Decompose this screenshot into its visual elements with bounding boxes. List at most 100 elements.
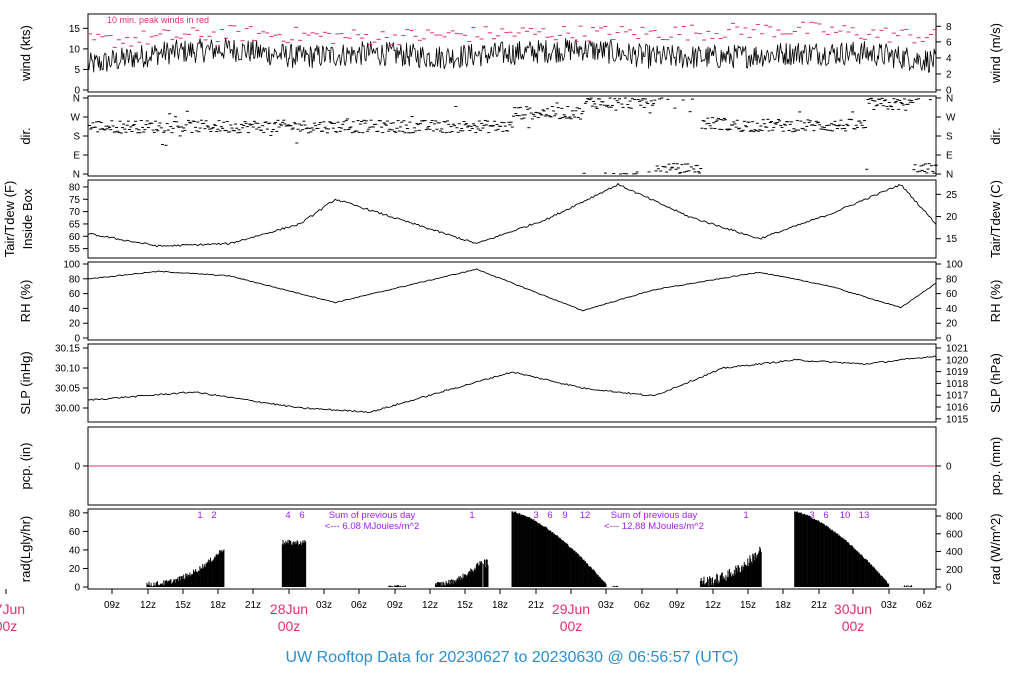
left-tick-label: N bbox=[73, 94, 80, 105]
left-tick-label: 0 bbox=[74, 462, 80, 473]
right-axis-title: RH (%) bbox=[988, 280, 1003, 323]
time-tick-label: 15z bbox=[457, 600, 473, 611]
date-label-bottom: 00z bbox=[560, 618, 583, 634]
right-tick-label: 40 bbox=[946, 304, 958, 315]
right-tick-label: 15 bbox=[946, 234, 958, 245]
peak-winds-note: 10 min. peak winds in red bbox=[107, 15, 209, 25]
time-tick-label: 06z bbox=[351, 600, 367, 611]
left-tick-label: 60 bbox=[69, 289, 81, 300]
left-tick-label: 30.00 bbox=[55, 404, 80, 415]
left-tick-label: 30.15 bbox=[55, 344, 80, 355]
time-tick-label: 06z bbox=[634, 600, 650, 611]
right-axis-title: SLP (hPa) bbox=[988, 353, 1003, 413]
right-tick-label: 25 bbox=[946, 190, 958, 201]
panel-frame-rh bbox=[87, 261, 937, 341]
time-tick-label: 03z bbox=[598, 600, 614, 611]
left-axis-title-1: Tair/Tdew (F) bbox=[2, 181, 17, 258]
time-tick-label: 12z bbox=[422, 600, 438, 611]
right-tick-label: 8 bbox=[946, 22, 952, 33]
right-tick-label: 1019 bbox=[946, 367, 969, 378]
rad-hour-mark: 3 bbox=[809, 510, 814, 521]
right-tick-label: 200 bbox=[946, 565, 963, 576]
right-tick-label: N bbox=[946, 94, 953, 105]
left-tick-label: 70 bbox=[69, 207, 81, 218]
left-axis-title: pcp. (in) bbox=[18, 443, 33, 490]
time-tick-label: 18z bbox=[210, 600, 226, 611]
left-axis-title: dir. bbox=[18, 127, 33, 144]
date-label-top: 29Jun bbox=[552, 601, 590, 617]
time-tick-label: 15z bbox=[175, 600, 191, 611]
rh-series-line bbox=[87, 268, 937, 312]
date-label-top: 28Jun bbox=[270, 601, 308, 617]
rad-hour-mark: 10 bbox=[840, 510, 851, 521]
chart-title: UW Rooftop Data for 20230627 to 20230630… bbox=[285, 649, 739, 666]
left-tick-label: 10 bbox=[69, 44, 81, 55]
date-label-bottom: 00z bbox=[842, 618, 865, 634]
right-tick-label: 1017 bbox=[946, 391, 969, 402]
time-tick-label: 18z bbox=[775, 600, 791, 611]
left-tick-label: W bbox=[71, 113, 81, 124]
left-tick-label: 65 bbox=[69, 219, 81, 230]
left-tick-label: 80 bbox=[69, 182, 81, 193]
time-tick-label: 18z bbox=[492, 600, 508, 611]
left-axis-title: rad(Lgly/hr) bbox=[18, 516, 33, 582]
right-tick-label: 800 bbox=[946, 512, 963, 523]
tair-series-line bbox=[87, 182, 937, 248]
left-tick-label: 5 bbox=[74, 65, 80, 76]
right-tick-label: 1015 bbox=[946, 414, 969, 425]
rad-note-1-line2: <--- 6.08 MJoules/m^2 bbox=[325, 521, 419, 532]
rad-hour-mark: 9 bbox=[562, 510, 567, 521]
time-tick-label: 09z bbox=[104, 600, 120, 611]
left-tick-label: 75 bbox=[69, 195, 81, 206]
time-tick-label: 21z bbox=[811, 600, 827, 611]
left-axis-title: SLP (inHg) bbox=[18, 351, 33, 414]
panel-frame-slp bbox=[87, 343, 937, 423]
right-tick-label: 100 bbox=[946, 260, 963, 271]
rad-hour-mark: 3 bbox=[533, 510, 538, 521]
rad-note-2-line1: Sum of previous day bbox=[611, 510, 698, 521]
left-tick-label: N bbox=[73, 170, 80, 181]
right-tick-label: 1016 bbox=[946, 403, 969, 414]
rad-hour-mark: 6 bbox=[823, 510, 828, 521]
left-tick-label: 55 bbox=[69, 244, 81, 255]
right-tick-label: S bbox=[946, 132, 953, 143]
rad-note-1-line1: Sum of previous day bbox=[329, 510, 416, 521]
date-label-top: 27Jun bbox=[0, 601, 25, 617]
left-axis-title: RH (%) bbox=[18, 280, 33, 323]
right-axis-title: dir. bbox=[988, 127, 1003, 144]
right-tick-label: 6 bbox=[946, 37, 952, 48]
rad-hour-mark: 6 bbox=[299, 510, 304, 521]
right-tick-label: N bbox=[946, 170, 953, 181]
right-tick-label: 1020 bbox=[946, 355, 969, 366]
left-tick-label: 30.10 bbox=[55, 364, 80, 375]
right-tick-label: W bbox=[946, 113, 956, 124]
left-tick-label: 80 bbox=[69, 274, 81, 285]
panel-frame-dir bbox=[87, 95, 937, 177]
right-tick-label: 0 bbox=[946, 583, 952, 594]
left-tick-label: 15 bbox=[69, 24, 81, 35]
right-tick-label: 20 bbox=[946, 212, 958, 223]
rad-hour-mark: 6 bbox=[547, 510, 552, 521]
rad-hour-mark: 13 bbox=[859, 510, 870, 521]
time-tick-label: 12z bbox=[705, 600, 721, 611]
time-tick-label: 03z bbox=[881, 600, 897, 611]
left-tick-label: 60 bbox=[69, 527, 81, 538]
right-tick-label: 0 bbox=[946, 334, 952, 345]
right-tick-label: 400 bbox=[946, 547, 963, 558]
panel-frame-rad bbox=[87, 508, 937, 590]
time-tick-label: 03z bbox=[316, 600, 332, 611]
left-tick-label: 0 bbox=[74, 86, 80, 97]
right-tick-label: 60 bbox=[946, 289, 958, 300]
left-tick-label: 80 bbox=[69, 508, 81, 519]
time-tick-label: 06z bbox=[916, 600, 932, 611]
time-tick-label: 12z bbox=[140, 600, 156, 611]
left-axis-title-2: Inside Box bbox=[20, 188, 35, 249]
right-axis-title: Tair/Tdew (C) bbox=[988, 180, 1003, 258]
right-tick-label: 1021 bbox=[946, 343, 969, 354]
panel-frame-wind bbox=[87, 13, 937, 93]
left-tick-label: 0 bbox=[74, 583, 80, 594]
left-axis-title: wind (kts) bbox=[18, 25, 33, 82]
left-tick-label: E bbox=[73, 151, 80, 162]
time-tick-label: 09z bbox=[669, 600, 685, 611]
